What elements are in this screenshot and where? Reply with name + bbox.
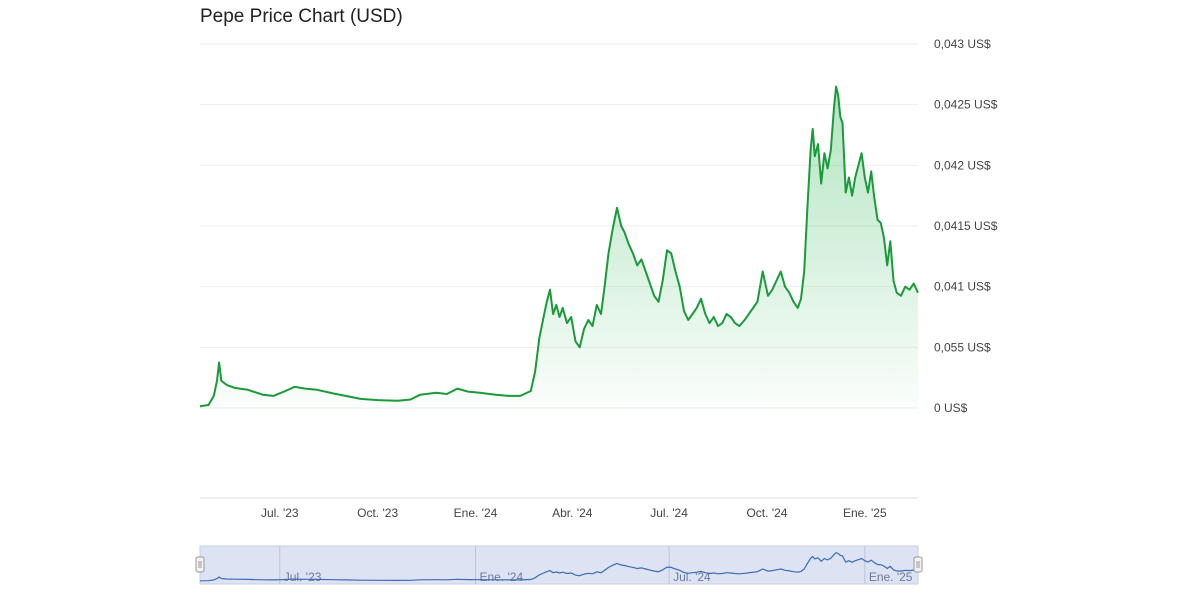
y-tick-label: 0,043 US$ bbox=[934, 37, 991, 51]
handle-grip[interactable] bbox=[195, 556, 205, 573]
y-tick-label: 0,055 US$ bbox=[934, 340, 991, 354]
price-area bbox=[200, 86, 918, 408]
handle-grip[interactable] bbox=[913, 556, 923, 573]
x-tick-label: Ene. '25 bbox=[843, 506, 887, 520]
navigator-series bbox=[199, 552, 919, 582]
navigator-label: Jul. '23 bbox=[284, 570, 322, 584]
y-axis-labels: 0 US$ 0,055 US$ 0,041 US$ 0,0415 US$ 0,042 U… bbox=[934, 37, 998, 415]
navigator-label: Ene. '25 bbox=[869, 570, 913, 584]
y-tick-label: 0,0415 US$ bbox=[934, 219, 998, 233]
y-tick-label: 0,0425 US$ bbox=[934, 98, 998, 112]
price-line[interactable] bbox=[199, 85, 919, 408]
x-axis-labels: Jul. '23 Oct. '23 Ene. '24 Abr. '24 Jul. '24… bbox=[261, 506, 887, 520]
navigator-label: Ene. '24 bbox=[479, 570, 523, 584]
y-tick-label: 0,042 US$ bbox=[934, 158, 991, 172]
x-tick-label: Abr. '24 bbox=[552, 506, 593, 520]
x-tick-label: Jul. '24 bbox=[650, 506, 688, 520]
x-tick-label: Ene. '24 bbox=[454, 506, 498, 520]
chart-title: Pepe Price Chart (USD) bbox=[200, 6, 403, 27]
x-tick-label: Jul. '23 bbox=[261, 506, 299, 520]
y-tick-label: 0 US$ bbox=[934, 401, 968, 415]
x-tick-label: Oct. '23 bbox=[357, 506, 398, 520]
x-tick-label: Oct. '24 bbox=[746, 506, 787, 520]
navigator-handle-left[interactable] bbox=[195, 556, 205, 573]
price-area-fill bbox=[200, 86, 918, 408]
navigator-label: Jul. '24 bbox=[673, 570, 711, 584]
price-series[interactable] bbox=[199, 85, 919, 408]
y-tick-label: 0,041 US$ bbox=[934, 280, 991, 294]
navigator-handle-right[interactable] bbox=[913, 556, 923, 573]
